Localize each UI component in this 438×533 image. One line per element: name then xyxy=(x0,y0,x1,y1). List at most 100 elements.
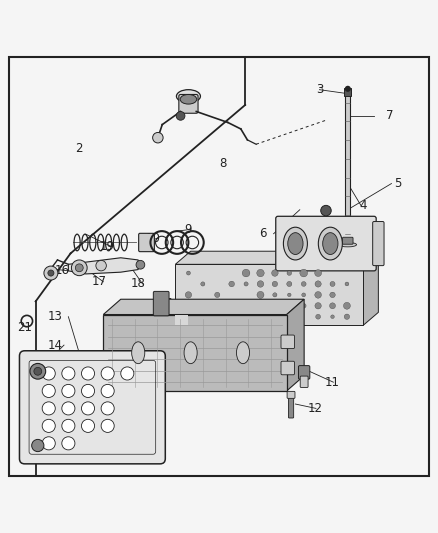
Text: 15: 15 xyxy=(159,297,174,310)
Circle shape xyxy=(176,111,185,120)
FancyBboxPatch shape xyxy=(139,233,154,252)
Circle shape xyxy=(301,303,306,308)
Circle shape xyxy=(201,282,205,286)
Circle shape xyxy=(315,281,321,287)
Circle shape xyxy=(244,303,248,308)
Circle shape xyxy=(272,270,278,276)
Circle shape xyxy=(48,270,54,276)
Circle shape xyxy=(121,367,134,380)
Circle shape xyxy=(244,282,248,286)
Circle shape xyxy=(273,304,277,308)
Circle shape xyxy=(81,419,95,432)
Circle shape xyxy=(71,260,87,276)
Circle shape xyxy=(316,314,321,319)
Text: 8: 8 xyxy=(220,157,227,171)
Ellipse shape xyxy=(132,342,145,364)
FancyBboxPatch shape xyxy=(287,391,295,398)
Circle shape xyxy=(287,271,292,276)
Ellipse shape xyxy=(323,233,338,254)
Circle shape xyxy=(101,384,114,398)
Circle shape xyxy=(330,292,335,297)
Circle shape xyxy=(257,292,264,298)
Bar xyxy=(175,264,363,326)
Circle shape xyxy=(101,419,114,432)
Circle shape xyxy=(258,313,264,320)
Circle shape xyxy=(44,266,58,280)
Circle shape xyxy=(345,86,351,92)
Circle shape xyxy=(287,293,291,297)
Polygon shape xyxy=(103,299,304,314)
Circle shape xyxy=(185,292,192,298)
Text: 5: 5 xyxy=(394,177,402,190)
Polygon shape xyxy=(68,258,138,274)
Circle shape xyxy=(42,437,55,450)
Circle shape xyxy=(302,293,306,297)
Circle shape xyxy=(315,292,321,298)
Text: 12: 12 xyxy=(307,402,322,415)
Circle shape xyxy=(62,419,75,432)
Ellipse shape xyxy=(318,227,343,260)
Circle shape xyxy=(81,367,95,380)
Circle shape xyxy=(62,367,75,380)
Circle shape xyxy=(200,303,205,309)
Circle shape xyxy=(343,302,350,309)
Ellipse shape xyxy=(283,227,307,260)
Text: 17: 17 xyxy=(92,275,106,288)
Text: 7: 7 xyxy=(385,109,393,123)
Text: 21: 21 xyxy=(17,321,32,334)
Polygon shape xyxy=(175,251,378,264)
Ellipse shape xyxy=(334,241,362,248)
Text: 10: 10 xyxy=(146,232,161,245)
Ellipse shape xyxy=(237,342,250,364)
Circle shape xyxy=(42,419,55,432)
Polygon shape xyxy=(363,251,378,326)
Circle shape xyxy=(62,402,75,415)
Circle shape xyxy=(96,261,106,271)
Text: 16: 16 xyxy=(54,264,69,277)
FancyBboxPatch shape xyxy=(179,94,198,113)
Circle shape xyxy=(62,384,75,398)
Bar xyxy=(352,314,363,326)
Text: 9: 9 xyxy=(185,223,192,236)
Circle shape xyxy=(136,261,145,269)
Circle shape xyxy=(257,281,264,287)
FancyBboxPatch shape xyxy=(373,222,384,265)
Ellipse shape xyxy=(177,90,201,103)
FancyBboxPatch shape xyxy=(300,376,308,387)
FancyBboxPatch shape xyxy=(288,392,293,418)
Circle shape xyxy=(42,402,55,415)
Circle shape xyxy=(81,402,95,415)
Circle shape xyxy=(286,314,292,320)
Circle shape xyxy=(345,282,349,286)
Text: 18: 18 xyxy=(131,278,146,290)
Text: 2: 2 xyxy=(75,142,83,155)
Text: 11: 11 xyxy=(325,376,340,389)
Circle shape xyxy=(215,292,220,297)
Circle shape xyxy=(229,281,234,287)
Circle shape xyxy=(187,271,191,275)
Ellipse shape xyxy=(180,94,197,104)
Text: 14: 14 xyxy=(48,338,63,352)
Bar xyxy=(345,94,350,243)
Circle shape xyxy=(287,303,292,308)
FancyBboxPatch shape xyxy=(343,237,353,244)
Circle shape xyxy=(228,313,235,320)
FancyBboxPatch shape xyxy=(281,335,294,349)
Circle shape xyxy=(185,313,192,320)
Circle shape xyxy=(315,303,321,309)
Circle shape xyxy=(42,384,55,398)
Circle shape xyxy=(257,269,264,277)
Circle shape xyxy=(152,133,163,143)
Text: 4: 4 xyxy=(359,199,367,212)
Circle shape xyxy=(300,269,307,277)
Circle shape xyxy=(272,281,278,287)
Circle shape xyxy=(75,264,83,272)
FancyBboxPatch shape xyxy=(298,366,310,379)
Circle shape xyxy=(330,281,335,287)
Ellipse shape xyxy=(184,342,197,364)
Bar xyxy=(175,314,188,326)
Text: 3: 3 xyxy=(316,83,323,96)
FancyBboxPatch shape xyxy=(281,361,294,375)
Circle shape xyxy=(32,439,44,451)
Circle shape xyxy=(186,304,191,308)
